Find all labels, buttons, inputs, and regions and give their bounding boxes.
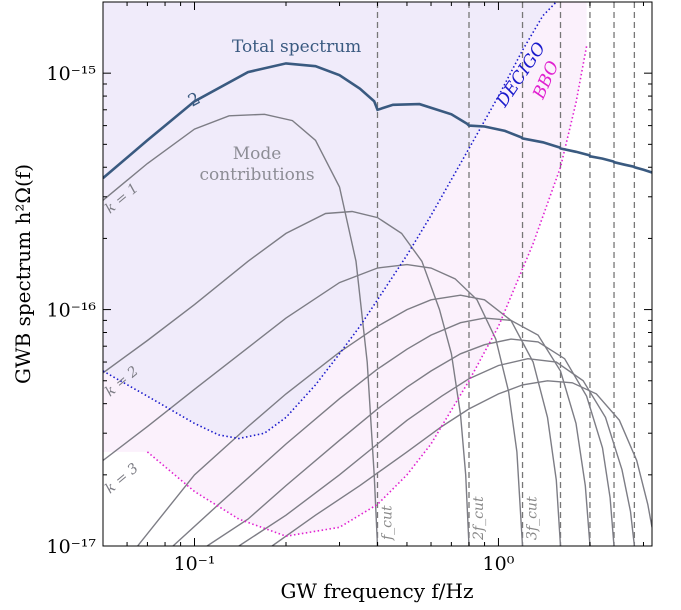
mode-curve-k3 <box>103 263 524 546</box>
y-axis-label: GWB spectrum h²Ω(f) <box>11 164 35 384</box>
x-tick-label: 10⁰ <box>483 553 515 575</box>
bbo-sensitivity-curve <box>146 46 588 538</box>
x-axis-label: GW frequency f/Hz <box>280 579 473 603</box>
harmonic-cut-lines <box>376 2 636 546</box>
mode-curve-k4 <box>137 294 562 546</box>
mode-curve-k7 <box>238 357 636 546</box>
decigo-sensitivity-curve <box>103 2 557 440</box>
mode-label-line2: contributions <box>199 165 314 185</box>
mode-curve-k5 <box>172 317 591 546</box>
y-tick-label: 10⁻¹⁵ <box>47 63 96 85</box>
axis-ticks: 10⁻¹ 10⁰ 10⁻¹⁷ 10⁻¹⁶ 10⁻¹⁵ <box>47 1 652 575</box>
y-tick-label: 10⁻¹⁷ <box>47 536 97 558</box>
k3-label: k = 3 <box>102 460 141 497</box>
cut-label-3: 3f_cut <box>525 496 541 540</box>
mode-curve-k6 <box>206 338 615 546</box>
harmonic-cut-labels: f_cut 2f_cut 3f_cut <box>380 496 541 541</box>
mode-label-line1: Mode <box>233 144 282 164</box>
mode-contribution-curves <box>103 113 652 546</box>
total-spectrum-label: Total spectrum <box>232 37 361 57</box>
mode-curve-k1 <box>103 113 379 546</box>
mode-curve-k2 <box>103 210 470 546</box>
y-tick-label: 10⁻¹⁶ <box>47 300 97 322</box>
total-spectrum-curve <box>103 62 652 180</box>
plot-area <box>103 2 652 546</box>
cut-label-2: 2f_cut <box>471 496 487 541</box>
cut-label-1: f_cut <box>380 505 396 541</box>
x-tick-label: 10⁻¹ <box>174 553 216 575</box>
mode-curve-k8 <box>271 380 652 546</box>
